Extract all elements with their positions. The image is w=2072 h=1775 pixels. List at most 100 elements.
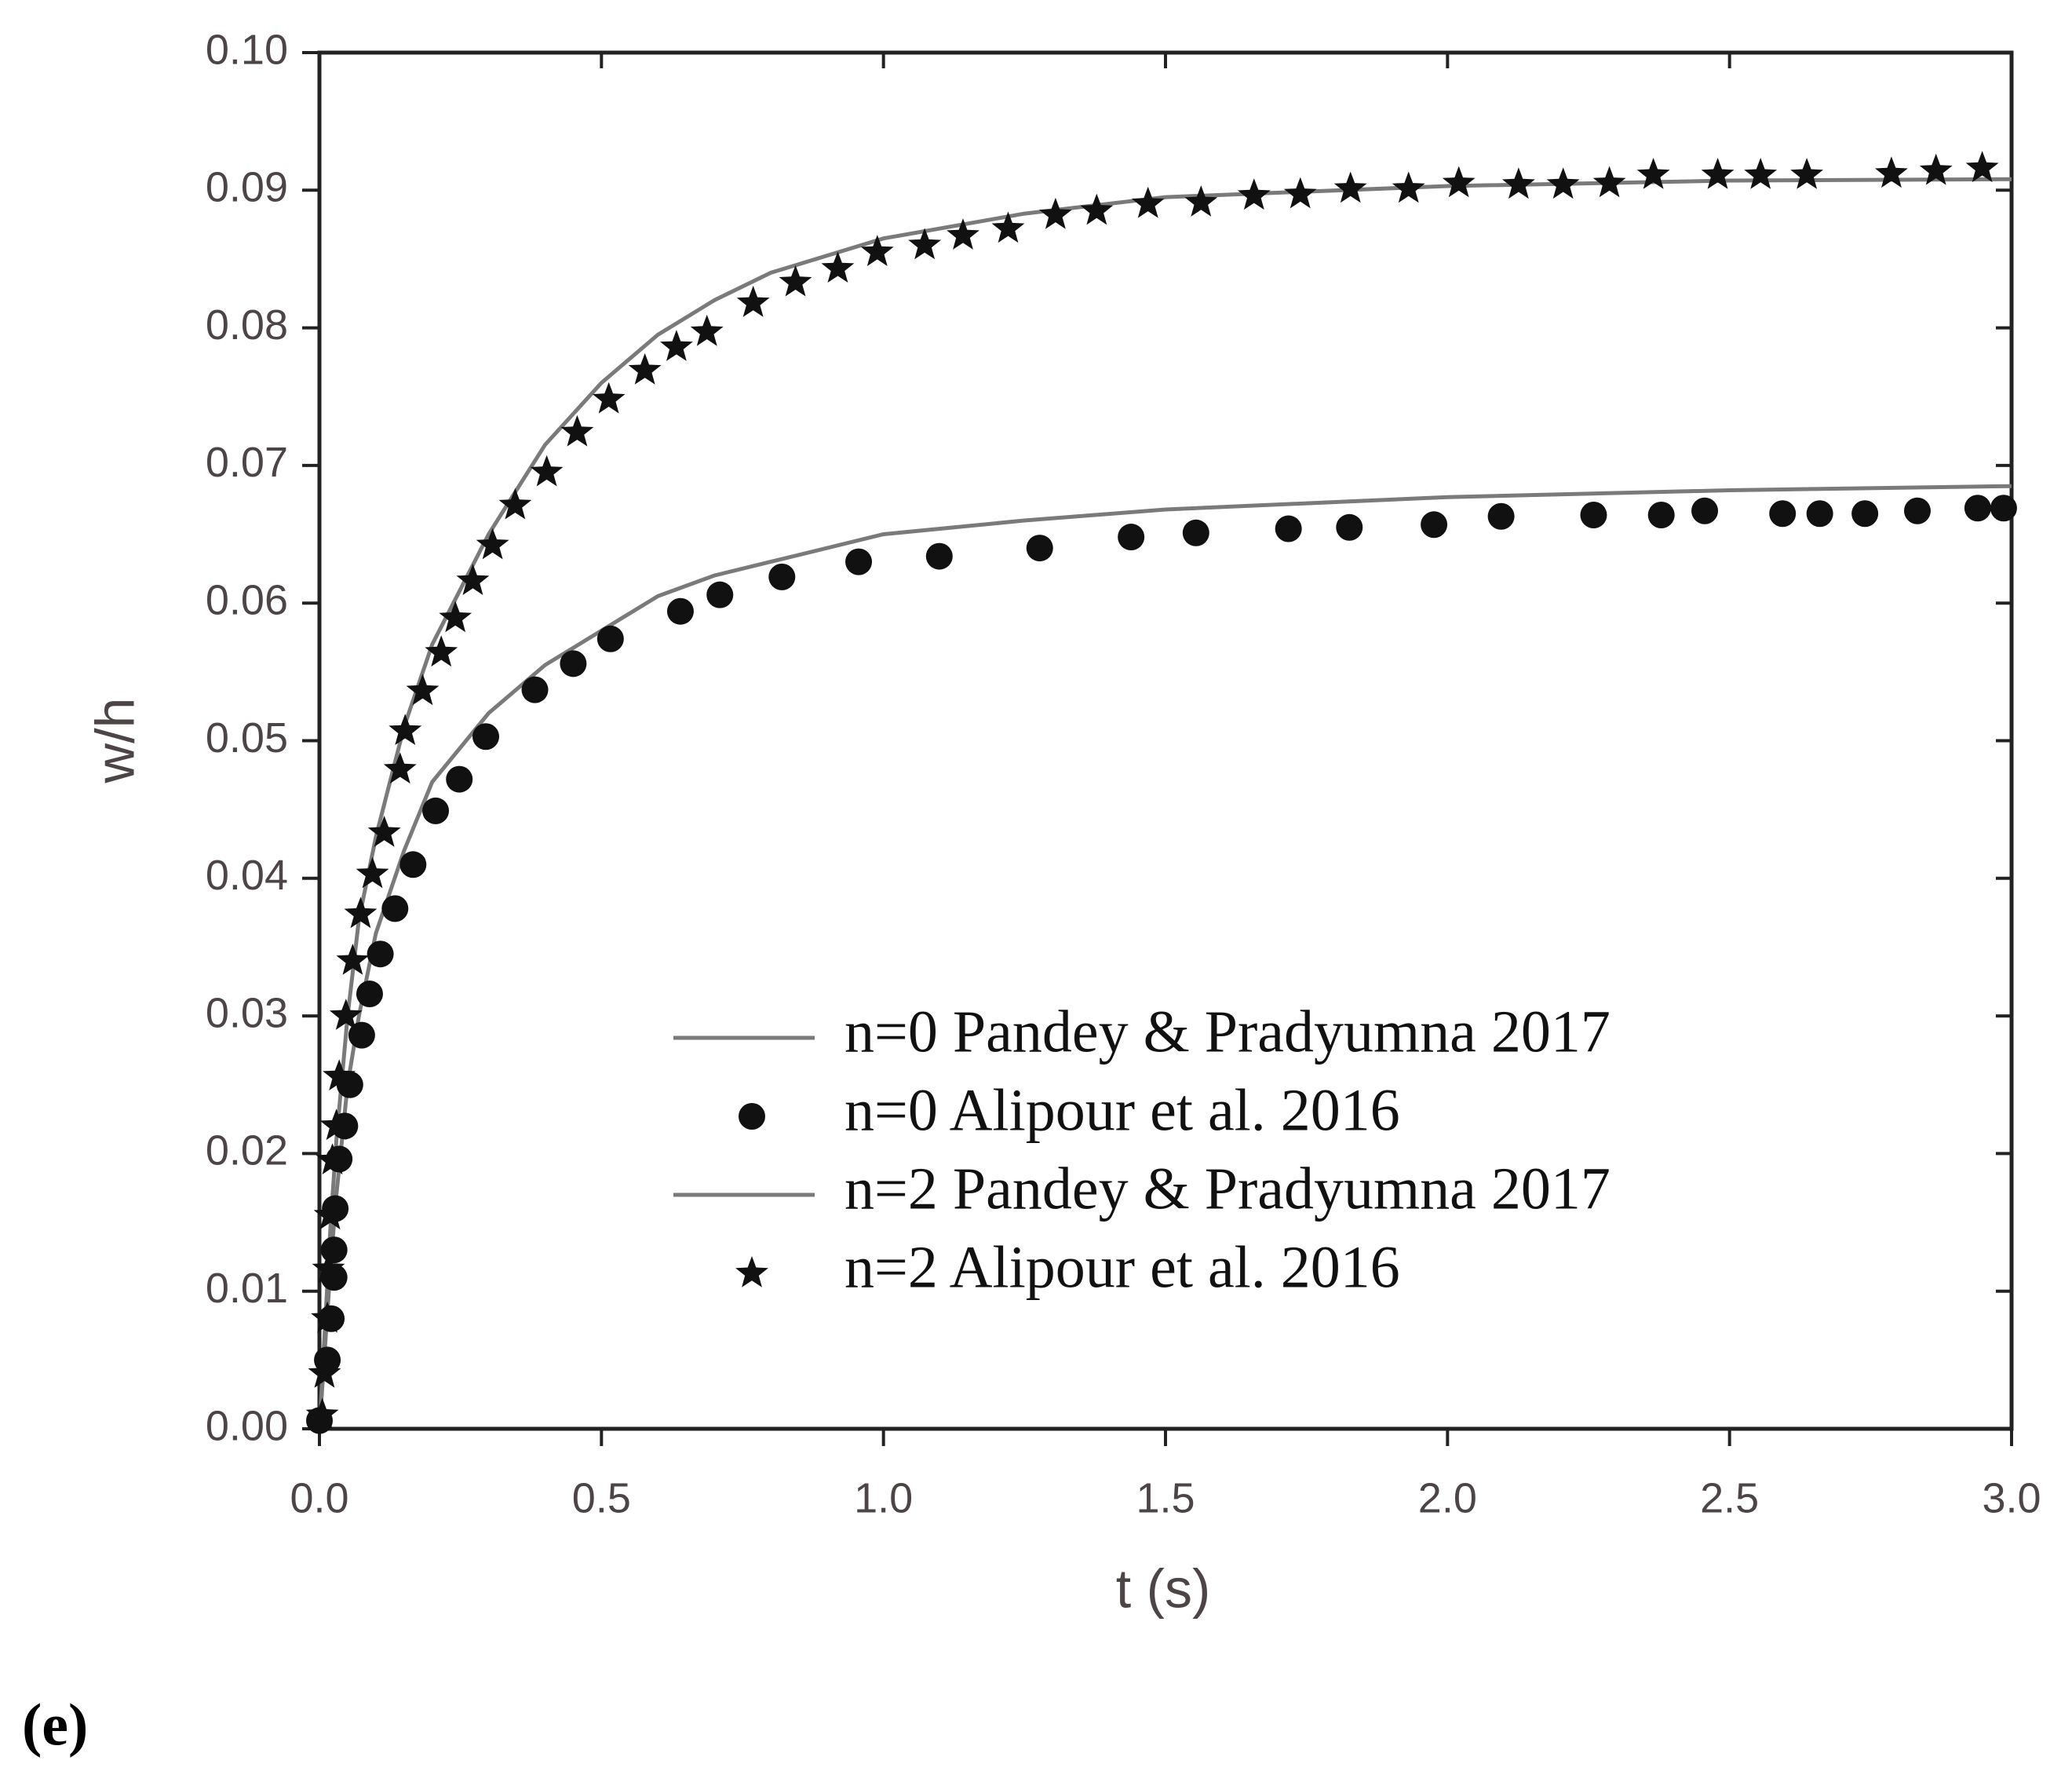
circle-point bbox=[768, 563, 796, 590]
star-point bbox=[356, 856, 389, 889]
circle-point bbox=[1118, 524, 1145, 551]
star-point bbox=[329, 999, 363, 1030]
star-point bbox=[1184, 185, 1218, 217]
star-point bbox=[367, 816, 401, 847]
star-point bbox=[1965, 151, 1999, 183]
star-point bbox=[628, 352, 662, 385]
circle-point bbox=[381, 895, 409, 922]
star-point bbox=[1701, 158, 1735, 189]
circle-point bbox=[1851, 500, 1879, 528]
star-point bbox=[860, 235, 894, 266]
y-axis-label: w/h bbox=[84, 698, 145, 784]
star-point bbox=[308, 1356, 341, 1388]
circle-point bbox=[399, 851, 427, 878]
circle-point bbox=[1903, 497, 1931, 524]
circle-point bbox=[1026, 535, 1053, 562]
circle-point bbox=[666, 597, 694, 625]
y-tick-label: 0.01 bbox=[206, 1265, 288, 1312]
y-tick-label: 0.00 bbox=[206, 1402, 288, 1449]
circle-point bbox=[596, 625, 624, 652]
circle-point bbox=[521, 676, 549, 703]
y-tick-label: 0.08 bbox=[206, 301, 288, 349]
y-tick-label: 0.05 bbox=[206, 714, 288, 761]
star-point bbox=[388, 714, 422, 745]
legend-label: n=0 Pandey & Pradyumna 2017 bbox=[844, 999, 1611, 1065]
star-point bbox=[313, 1198, 347, 1230]
star-point bbox=[476, 528, 509, 560]
circle-point bbox=[1182, 519, 1209, 546]
star-point bbox=[1875, 156, 1908, 188]
star-point bbox=[344, 897, 378, 929]
star-point bbox=[1592, 166, 1626, 198]
star-point bbox=[323, 1059, 356, 1090]
star-point bbox=[660, 330, 693, 361]
x-tick-label: 3.0 bbox=[1982, 1474, 2041, 1521]
circle-point bbox=[925, 542, 953, 570]
circle-point bbox=[1487, 502, 1515, 530]
star-point bbox=[1744, 158, 1778, 189]
star-point bbox=[1442, 166, 1476, 198]
star-point bbox=[1546, 167, 1580, 199]
star-point bbox=[592, 382, 626, 414]
star-point bbox=[425, 635, 458, 667]
panel-label: (e) bbox=[22, 1692, 88, 1758]
x-tick-label: 2.0 bbox=[1418, 1474, 1477, 1521]
star-point bbox=[821, 251, 855, 283]
star-point bbox=[1237, 178, 1271, 210]
x-tick-label: 2.5 bbox=[1700, 1474, 1759, 1521]
circle-point bbox=[1421, 511, 1448, 539]
star-point bbox=[1333, 171, 1367, 203]
y-tick-label: 0.04 bbox=[206, 852, 288, 899]
legend-label: n=0 Alipour et al. 2016 bbox=[844, 1077, 1400, 1143]
legend-label: n=2 Pandey & Pradyumna 2017 bbox=[844, 1156, 1611, 1222]
star-point bbox=[305, 1397, 339, 1430]
y-tick-label: 0.09 bbox=[206, 164, 288, 211]
circle-point bbox=[422, 797, 450, 824]
circle-point bbox=[1336, 513, 1363, 541]
star-point bbox=[316, 1143, 349, 1174]
y-tick-label: 0.10 bbox=[206, 26, 288, 73]
circle-point bbox=[1691, 497, 1719, 524]
star-point bbox=[736, 286, 770, 317]
circle-point bbox=[560, 650, 587, 677]
x-axis-label: t (s) bbox=[1116, 1558, 1211, 1619]
star-point bbox=[1038, 197, 1072, 229]
y-tick-label: 0.02 bbox=[206, 1127, 288, 1174]
legend-swatch bbox=[735, 1256, 768, 1287]
circle-point bbox=[1580, 502, 1607, 529]
x-tick-label: 1.0 bbox=[854, 1474, 913, 1521]
star-point bbox=[383, 752, 417, 784]
circle-point bbox=[1806, 500, 1833, 528]
x-tick-label: 0.0 bbox=[290, 1474, 348, 1521]
circle-point bbox=[367, 940, 394, 968]
circle-point bbox=[314, 1346, 341, 1374]
star-point bbox=[1919, 153, 1953, 185]
star-point bbox=[1502, 167, 1535, 199]
star-point bbox=[560, 415, 594, 447]
legend-swatch bbox=[739, 1103, 765, 1130]
circle-point bbox=[472, 723, 500, 751]
star-point bbox=[1283, 177, 1317, 209]
plot-frame bbox=[317, 50, 2014, 1431]
star-point bbox=[1392, 171, 1425, 203]
x-tick-label: 0.5 bbox=[572, 1474, 631, 1521]
star-point bbox=[439, 601, 472, 633]
star-point bbox=[1131, 186, 1165, 218]
star-point bbox=[947, 218, 979, 250]
circle-point bbox=[1769, 500, 1797, 528]
circle-point bbox=[1275, 515, 1302, 542]
star-point bbox=[1636, 158, 1670, 189]
star-point bbox=[456, 564, 490, 595]
star-point bbox=[530, 455, 564, 487]
circle-point bbox=[446, 765, 473, 793]
circle-point bbox=[356, 981, 383, 1008]
star-point bbox=[1790, 158, 1823, 189]
circle-point bbox=[1990, 495, 2017, 522]
circle-point bbox=[320, 1236, 348, 1264]
circle-point bbox=[1647, 502, 1675, 529]
circle-point bbox=[706, 581, 734, 608]
y-tick-label: 0.06 bbox=[206, 576, 288, 623]
star-point bbox=[1080, 193, 1114, 225]
